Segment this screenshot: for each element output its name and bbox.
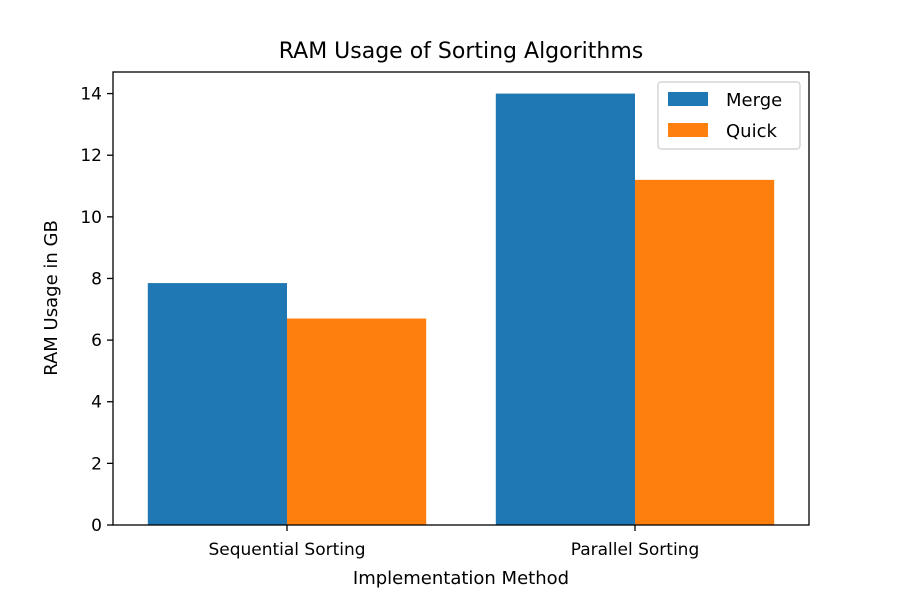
- x-tick-label: Sequential Sorting: [208, 540, 365, 560]
- y-tick-label: 4: [91, 393, 102, 413]
- x-axis-title: Implementation Method: [353, 568, 569, 589]
- y-tick-label: 6: [91, 331, 102, 351]
- y-tick-label: 12: [80, 146, 102, 166]
- bar-merge-sequential-sorting: [147, 283, 287, 525]
- plot-frame: [112, 71, 810, 526]
- bar-quick-sequential-sorting: [287, 318, 427, 525]
- y-tick-label: 14: [80, 85, 102, 105]
- x-axis: Sequential Sorting Parallel Sorting: [208, 525, 699, 560]
- bar-quick-parallel-sorting: [635, 179, 775, 525]
- y-tick-label: 8: [91, 269, 102, 289]
- bars-group: [147, 93, 775, 526]
- legend-swatch-merge: [668, 92, 708, 106]
- legend-swatch-quick: [668, 123, 708, 137]
- y-tick-label: 2: [91, 454, 102, 474]
- chart-title: RAM Usage of Sorting Algorithms: [279, 39, 643, 64]
- y-axis: 0 2 4 6 8 10 12 14: [80, 85, 113, 536]
- legend: Merge Quick: [657, 81, 801, 150]
- y-axis-title: RAM Usage in GB: [41, 220, 62, 376]
- legend-label-quick: Quick: [726, 121, 777, 142]
- y-tick-label: 10: [80, 208, 102, 228]
- legend-label-merge: Merge: [726, 90, 782, 111]
- x-tick-label: Parallel Sorting: [571, 540, 699, 560]
- bar-merge-parallel-sorting: [495, 93, 635, 526]
- y-tick-label: 0: [91, 516, 102, 536]
